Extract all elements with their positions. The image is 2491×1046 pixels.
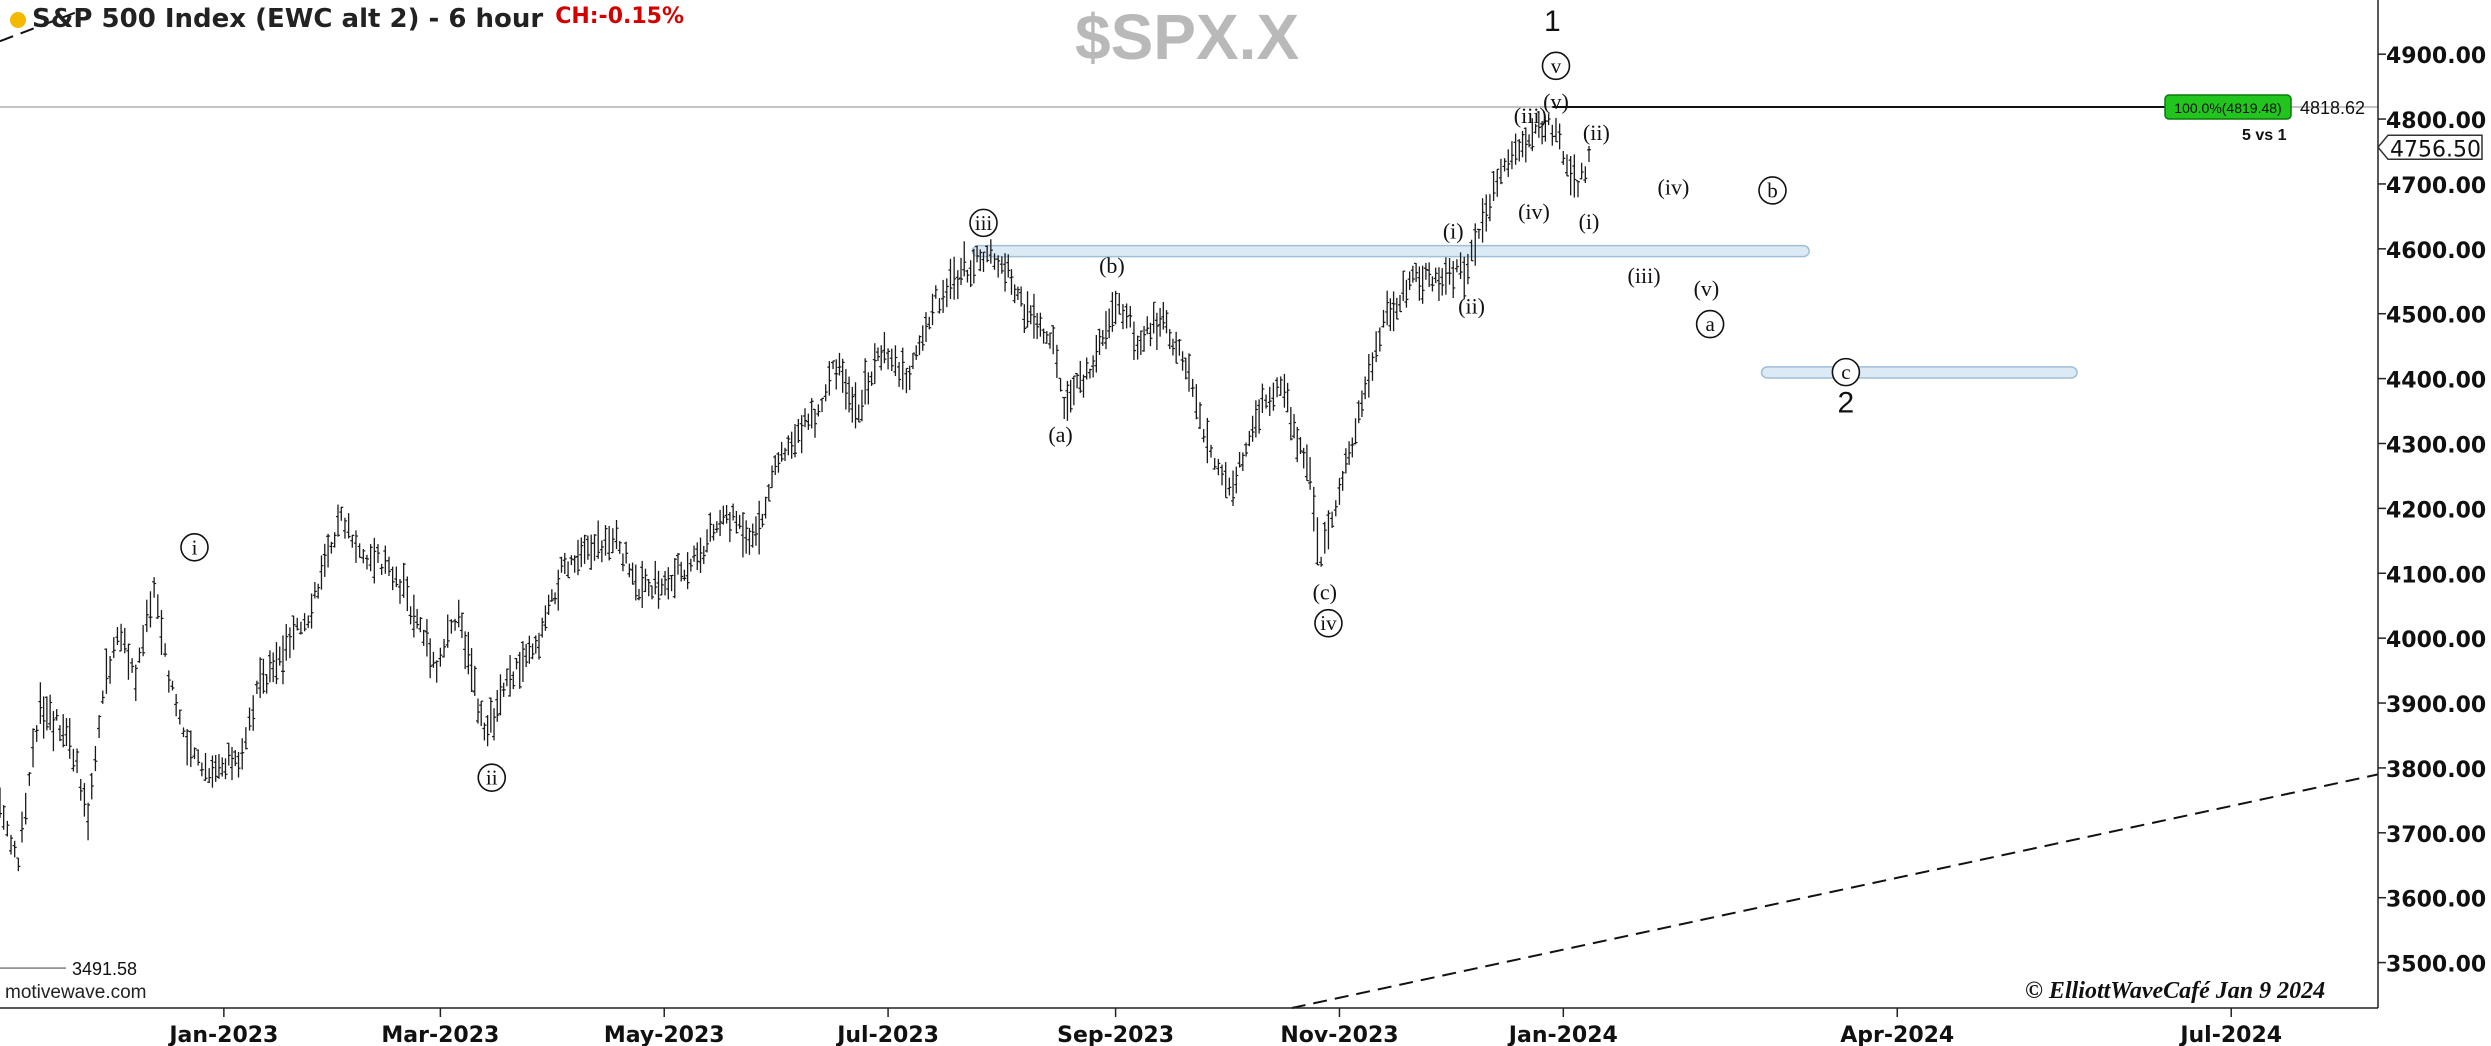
wave-label: v: [1551, 54, 1562, 78]
wave-label-circle: [477, 763, 507, 792]
current-price-tag: [2377, 134, 2483, 161]
wave-label: (iv): [1658, 175, 1690, 200]
target-sub-label: 5 vs 1: [2242, 127, 2287, 144]
wave-label: (ii): [1458, 293, 1485, 318]
y-tick-label: 4700.00: [2386, 174, 2486, 199]
wave-label: (a): [1048, 422, 1072, 447]
wave-label: (b): [1099, 253, 1125, 278]
trendline: [1291, 773, 2379, 1009]
change-label: CH:-0.15%: [555, 4, 685, 29]
y-tick-label: 4100.00: [2386, 563, 2486, 588]
x-tick-label: Mar-2023: [381, 1023, 499, 1046]
y-tick-label: 4400.00: [2386, 369, 2486, 394]
y-tick-label: 3900.00: [2386, 693, 2486, 718]
wave-label: (ii): [1583, 120, 1610, 145]
wave-label: (iv): [1518, 199, 1550, 224]
wave-label: b: [1767, 178, 1778, 202]
x-tick-label: Apr-2024: [1840, 1023, 1954, 1046]
wave-labels: iiiiii(b)(a)(c)iv(i)(ii)(iii)(iv)(v)v1(i…: [180, 5, 1861, 792]
x-tick-label: Jan-2023: [167, 1023, 278, 1046]
wave-label-circle: [1314, 608, 1343, 638]
chart-header: S&P 500 Index (EWC alt 2) - 6 hour CH:-0.…: [10, 4, 684, 34]
y-tick-label: 4600.00: [2386, 239, 2486, 264]
y-tick-label: 4200.00: [2386, 498, 2486, 523]
low-ref-value: 3491.58: [72, 959, 137, 979]
y-tick-label: 4800.00: [2386, 109, 2486, 134]
wave-label: c: [1841, 360, 1850, 384]
wave-label: iv: [1320, 611, 1337, 635]
status-dot-icon: [10, 11, 26, 28]
price-levels: 100.0%(4819.48) 4818.62 5 vs 1 3491.58: [0, 94, 2378, 979]
x-tick-label: May-2023: [604, 1023, 725, 1046]
wave-label: (i): [1443, 219, 1464, 244]
x-tick-label: Jul-2024: [2178, 1023, 2282, 1046]
y-tick-label: 3700.00: [2386, 823, 2486, 848]
trendlines: [0, 11, 2379, 1009]
chart-title: S&P 500 Index (EWC alt 2) - 6 hour: [32, 4, 544, 34]
y-tick-label: 4000.00: [2386, 628, 2486, 653]
wave-label: a: [1705, 312, 1715, 336]
wave-label: 2: [1838, 387, 1855, 420]
wave-label-circle: [180, 533, 209, 562]
y-tick-label: 4300.00: [2386, 433, 2486, 458]
x-tick-label: Nov-2023: [1280, 1023, 1398, 1046]
y-tick-label: 3800.00: [2386, 758, 2486, 783]
wave-label: (i): [1579, 209, 1600, 234]
y-tick-label: 3600.00: [2386, 888, 2486, 913]
copyright-label: © ElliottWaveCafé Jan 9 2024: [2025, 978, 2326, 1004]
y-tick-label: 4900.00: [2386, 44, 2486, 69]
target-box-label: 100.0%(4819.48): [2174, 100, 2281, 116]
wave-label: 1: [1544, 5, 1561, 38]
trendline: [0, 11, 78, 43]
wave-label-circle: [1695, 309, 1725, 339]
symbol-watermark: $SPX.X: [1075, 1, 1300, 73]
wave-label-circle: [1758, 176, 1787, 205]
wave-label: (iii): [1628, 263, 1661, 288]
x-tick-label: Jul-2023: [835, 1023, 939, 1046]
wave-label: (c): [1313, 579, 1337, 604]
wave-label-circle: [969, 208, 998, 238]
wave-label: i: [192, 535, 198, 559]
wave-label: ii: [486, 766, 498, 790]
wave-label-circle: [1831, 357, 1861, 387]
y-tick-label: 4500.00: [2386, 304, 2486, 329]
wave-label: (iii): [1514, 103, 1547, 128]
zone: [971, 244, 1810, 258]
wave-label: iii: [975, 211, 993, 235]
wave-label: (v): [1694, 276, 1720, 301]
wave-label: (v): [1543, 89, 1569, 114]
y-tick-label: 3500.00: [2386, 953, 2486, 978]
x-tick-label: Jan-2024: [1507, 1023, 1618, 1046]
price-bars: [0, 111, 1592, 872]
target-box: [2164, 94, 2292, 120]
wave-label-circle: [1541, 51, 1571, 81]
x-tick-label: Sep-2023: [1057, 1023, 1174, 1046]
resistance-value: 4818.62: [2300, 98, 2365, 118]
source-label: motivewave.com: [5, 982, 147, 1003]
current-price-label: 4756.50: [2390, 137, 2481, 162]
zone: [1760, 366, 2078, 379]
